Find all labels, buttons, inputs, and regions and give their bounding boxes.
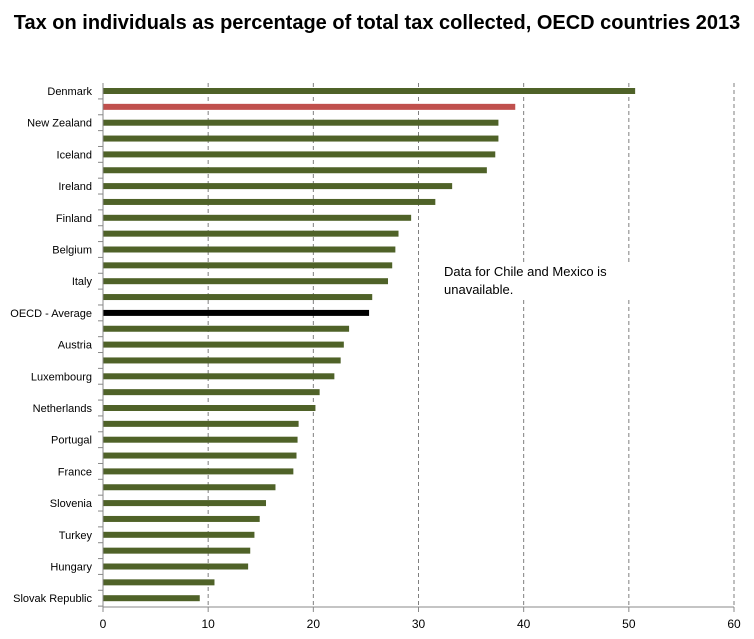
category-label: Slovak Republic: [13, 593, 92, 605]
bar: [103, 389, 320, 396]
category-label: Denmark: [47, 86, 92, 98]
x-tick-label: 60: [727, 617, 741, 631]
category-label: Turkey: [59, 530, 93, 542]
bar: [103, 405, 316, 411]
category-label: Netherlands: [33, 403, 93, 415]
bar: [103, 119, 499, 126]
bar: [103, 183, 453, 190]
bar: [103, 230, 399, 237]
category-label: Austria: [58, 340, 93, 352]
category-label: Finland: [56, 213, 92, 225]
bar: [103, 436, 298, 443]
bar: [103, 452, 297, 459]
axes: [98, 83, 735, 612]
category-label: New Zealand: [27, 118, 92, 130]
bar: [103, 294, 373, 301]
bar: [103, 246, 396, 253]
category-label: Hungary: [50, 562, 92, 574]
bar: [103, 563, 249, 570]
bar: [103, 595, 200, 602]
bar: [103, 484, 276, 491]
category-label: Portugal: [51, 435, 92, 447]
category-label: Luxembourg: [31, 371, 92, 383]
bar: [103, 278, 389, 285]
category-label: Iceland: [57, 149, 92, 161]
bar: [103, 88, 636, 94]
chart-title: Tax on individuals as percentage of tota…: [13, 12, 741, 34]
category-label: Ireland: [58, 181, 92, 193]
bar: [103, 531, 255, 538]
chart-annotation: Data for Chile and Mexico is unavailable…: [444, 263, 634, 299]
x-tick-label: 30: [412, 617, 426, 631]
category-label: Belgium: [52, 245, 92, 257]
y-axis-labels: Denmark New Zealand Iceland Ireland Finland B…: [10, 86, 93, 605]
category-label: Italy: [72, 276, 93, 288]
category-label: France: [58, 466, 92, 478]
bar: [103, 103, 516, 110]
x-tick-label: 50: [622, 617, 636, 631]
category-label: OECD - Average: [10, 308, 92, 320]
bar: [103, 214, 412, 221]
category-label: Slovenia: [50, 498, 93, 510]
x-axis-labels: 0 10 20 30 40 50 60: [100, 617, 741, 631]
bars: [103, 88, 636, 602]
x-tick-label: 20: [307, 617, 321, 631]
bar: [103, 500, 267, 507]
x-tick-label: 10: [201, 617, 215, 631]
x-tick-label: 40: [517, 617, 531, 631]
bar: [103, 341, 344, 348]
x-tick-label: 0: [100, 617, 107, 631]
bar: [103, 547, 251, 554]
bar: [103, 135, 499, 142]
bar: [103, 357, 341, 364]
bar: [103, 198, 436, 205]
bar: [103, 167, 487, 174]
bar: [103, 325, 350, 332]
bar: [103, 151, 496, 158]
bar: [103, 468, 294, 475]
bar: [103, 309, 370, 316]
bar: [103, 579, 215, 586]
bar: [103, 515, 260, 522]
bar: [103, 420, 299, 427]
bar: [103, 262, 393, 269]
bar: [103, 373, 335, 380]
